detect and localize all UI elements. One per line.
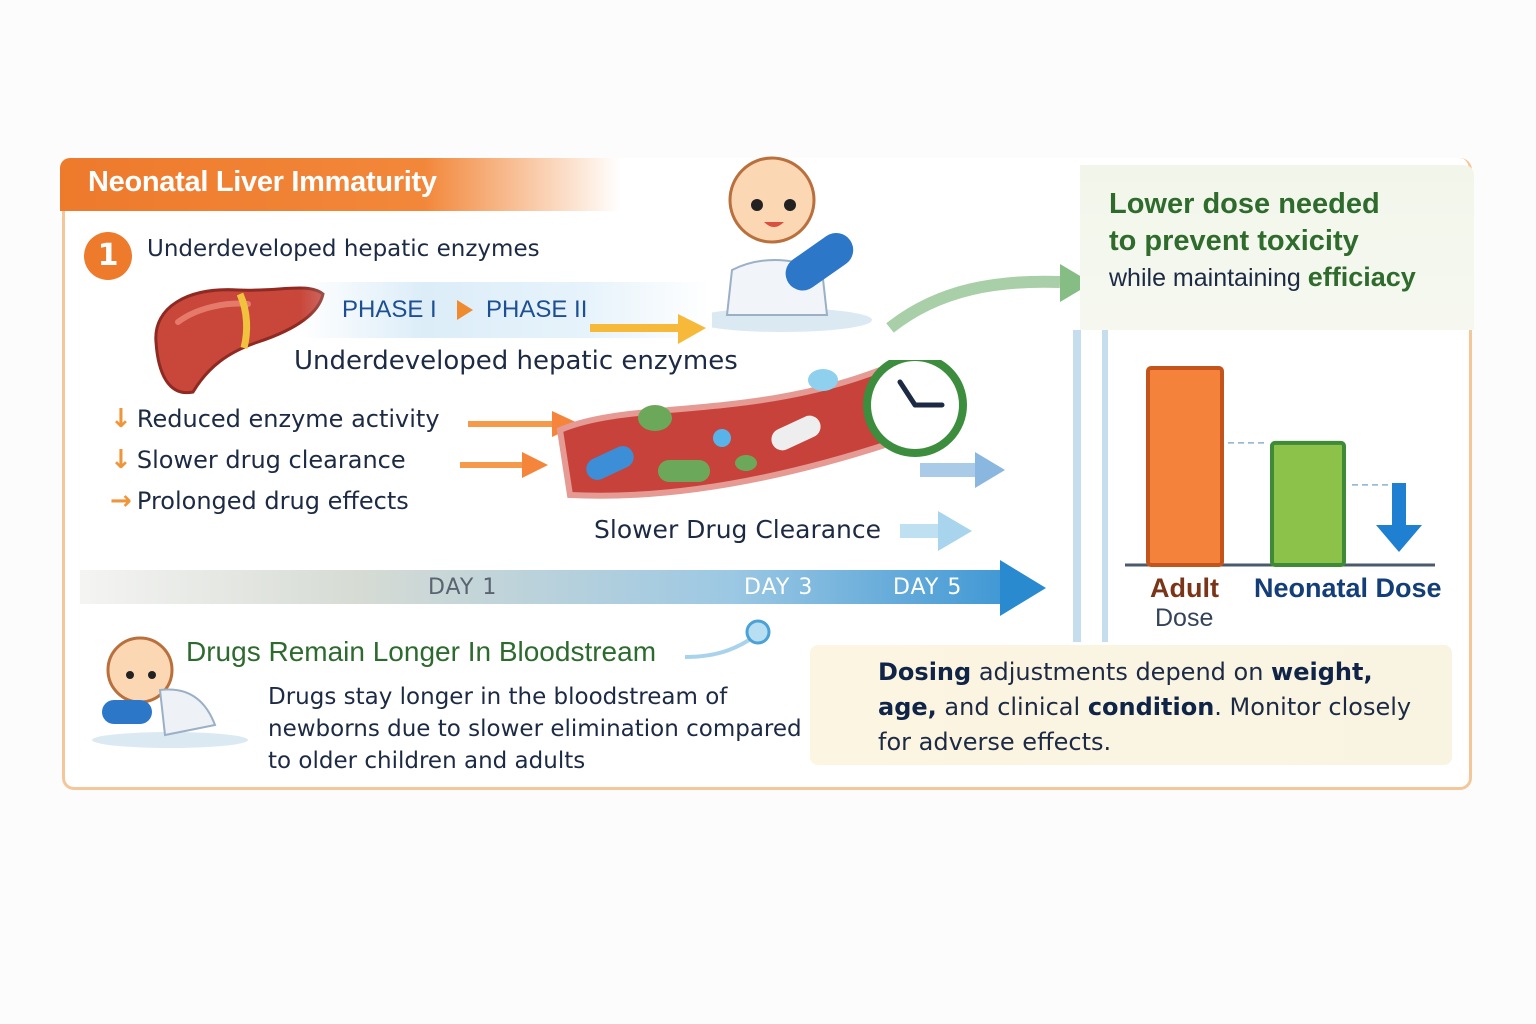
line3-emphasis: efficiacy — [1307, 262, 1416, 292]
line3-prefix: while maintaining — [1109, 264, 1308, 292]
blood-vessel-illustration — [556, 360, 1005, 499]
pill-icon — [638, 405, 672, 431]
timeline-marker-icon — [745, 619, 771, 645]
timeline-day-3: DAY 3 — [744, 575, 814, 600]
bloodstream-title: Drugs Remain Longer In Bloodstream — [186, 636, 657, 667]
note-emphasis: weight, age, — [878, 658, 1373, 721]
dosing-note-text: Dosing adjustments depend on weight, age… — [878, 655, 1438, 760]
dosing-note-box — [810, 645, 1452, 765]
capsule-icon — [771, 415, 821, 451]
adult-dose-sublabel: Dose — [1155, 604, 1214, 632]
timeline-bar — [80, 570, 1010, 604]
dose-message: Lower dose needed to prevent toxicity — [1109, 186, 1380, 260]
connector-arrow — [684, 619, 771, 659]
dose-message-line2: to prevent toxicity — [1109, 225, 1359, 257]
header-title: Neonatal Liver Immaturity — [88, 166, 437, 198]
capsule-icon — [102, 700, 152, 724]
header-bar — [60, 158, 620, 211]
neonatal-dose-bar — [1270, 440, 1346, 567]
dose-message-line1: Lower dose needed — [1109, 188, 1380, 220]
bloodstream-description: Drugs stay longer in the bloodstream of … — [268, 684, 802, 774]
dose-message-line3: while maintaining efficiacy — [1109, 262, 1416, 293]
step-label: Underdeveloped hepatic enzymes — [147, 236, 540, 262]
crawling-baby-illustration — [92, 636, 248, 748]
dose-bar-chart — [1125, 366, 1435, 567]
effects-list: ↓ Reduced enzyme activity ↓ Slower drug … — [110, 404, 440, 527]
divider — [1073, 330, 1081, 642]
effect-item: → Prolonged drug effects — [110, 486, 440, 527]
capsule-icon — [586, 446, 634, 480]
pill-icon — [808, 369, 838, 391]
adult-dose-bar — [1146, 366, 1224, 567]
decrease-arrow-icon — [1376, 483, 1422, 552]
note-text-part: . Monitor closely for adverse effects. — [878, 693, 1412, 756]
connector-arrows — [460, 411, 580, 478]
pill-icon — [735, 455, 757, 471]
dose-message-panel — [1080, 165, 1474, 330]
vessel-caption: Slower Drug Clearance — [594, 515, 882, 544]
arrow-right-icon — [590, 314, 706, 344]
effect-item: ↓ Reduced enzyme activity — [110, 404, 440, 445]
arrow-right-icon — [900, 511, 972, 551]
play-arrow-icon — [457, 300, 473, 320]
phases-caption: Underdeveloped hepatic enzymes — [294, 346, 738, 376]
timeline-arrow-icon — [1000, 560, 1046, 616]
arrow-right-icon — [975, 452, 1005, 488]
note-text-part: adjustments depend on — [971, 658, 1272, 686]
effect-label: Slower drug clearance — [136, 446, 406, 474]
arrow-down-icon: ↓ — [110, 445, 132, 475]
effect-label: Prolonged drug effects — [136, 487, 409, 515]
arrow-down-icon: ↓ — [110, 404, 132, 434]
step-number-badge: 1 — [84, 232, 132, 280]
capsule-icon — [658, 460, 710, 482]
divider — [1102, 330, 1108, 642]
effect-label: Reduced enzyme activity — [136, 405, 440, 433]
arrow-right-icon — [460, 452, 548, 478]
neonatal-dose-label: Neonatal Dose — [1254, 573, 1442, 603]
pill-icon — [713, 429, 731, 447]
arrow-right-icon: → — [110, 486, 132, 516]
note-text-part: and clinical — [936, 693, 1088, 721]
timeline-day-5: DAY 5 — [893, 575, 963, 600]
baby-with-pill-illustration — [712, 156, 872, 332]
capsule-icon — [785, 232, 854, 291]
note-emphasis: condition — [1087, 693, 1215, 721]
phase-1-label: PHASE I — [342, 296, 437, 323]
note-emphasis: Dosing — [878, 658, 972, 686]
arrow-right-icon — [886, 264, 1092, 333]
adult-dose-label: Adult — [1150, 573, 1219, 603]
phase-2-label: PHASE II — [486, 296, 588, 323]
effect-item: ↓ Slower drug clearance — [110, 445, 440, 486]
timeline-day-1: DAY 1 — [428, 575, 498, 600]
